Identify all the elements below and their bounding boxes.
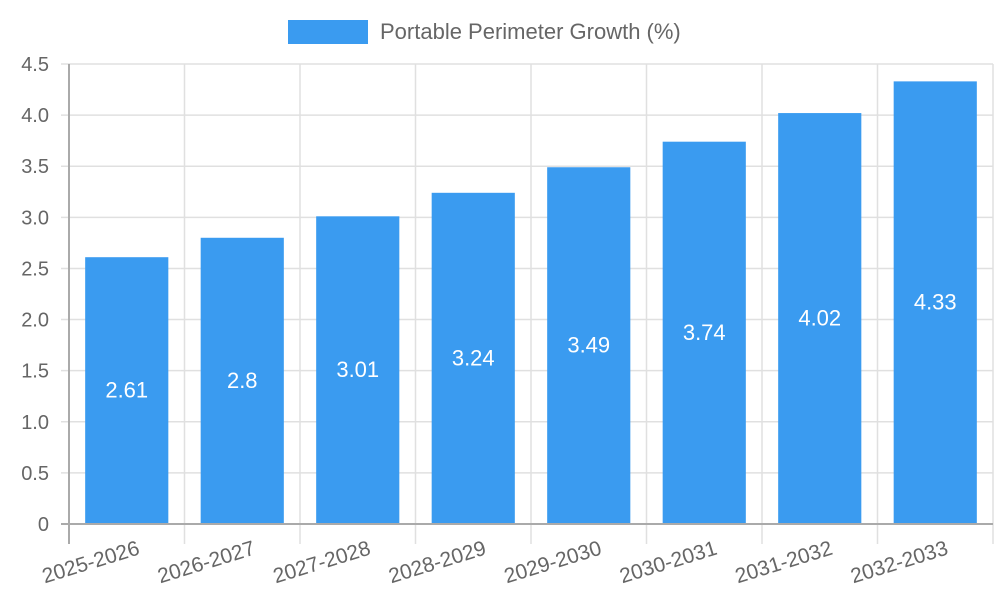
y-tick-label: 3.0 — [21, 207, 49, 229]
x-tick-label: 2027-2028 — [270, 537, 373, 588]
bar-value-label: 3.01 — [336, 357, 379, 382]
bar-value-label: 2.8 — [227, 368, 258, 393]
bar-value-label: 3.49 — [567, 333, 610, 358]
bar[interactable] — [547, 167, 631, 524]
legend[interactable]: Portable Perimeter Growth (%) — [288, 19, 681, 45]
bar[interactable] — [893, 81, 977, 524]
bar[interactable] — [431, 192, 515, 525]
bar[interactable] — [778, 113, 862, 525]
x-tick-label: 2032-2033 — [848, 537, 951, 588]
y-tick-label: 4.0 — [21, 105, 49, 127]
x-tick-label: 2026-2027 — [155, 537, 258, 588]
bar-value-label: 4.02 — [798, 306, 841, 331]
bar[interactable] — [662, 141, 746, 524]
y-tick-label: 4.5 — [21, 54, 49, 76]
x-tick-label: 2028-2029 — [386, 537, 489, 588]
bar-value-label: 3.24 — [452, 345, 495, 370]
bar[interactable] — [316, 216, 400, 525]
bar[interactable] — [200, 237, 284, 524]
bar-value-label: 2.61 — [105, 378, 148, 403]
x-tick-label: 2029-2030 — [501, 537, 604, 588]
x-tick-label: 2031-2032 — [732, 537, 835, 588]
x-tick-label: 2030-2031 — [617, 537, 720, 588]
bar-value-label: 4.33 — [914, 290, 957, 315]
legend-label: Portable Perimeter Growth (%) — [380, 19, 681, 44]
y-tick-label: 0 — [38, 514, 49, 536]
legend-swatch — [288, 20, 368, 44]
y-tick-label: 1.5 — [21, 361, 49, 383]
y-tick-label: 2.0 — [21, 310, 49, 332]
bars — [85, 81, 977, 525]
bar-value-label: 3.74 — [683, 320, 726, 345]
y-tick-label: 3.5 — [21, 156, 49, 178]
y-tick-label: 1.0 — [21, 412, 49, 434]
axes — [61, 64, 993, 544]
x-tick-label: 2025-2026 — [39, 537, 142, 588]
bar[interactable] — [85, 257, 169, 524]
y-tick-label: 0.5 — [21, 463, 49, 485]
y-tick-label: 2.5 — [21, 258, 49, 280]
